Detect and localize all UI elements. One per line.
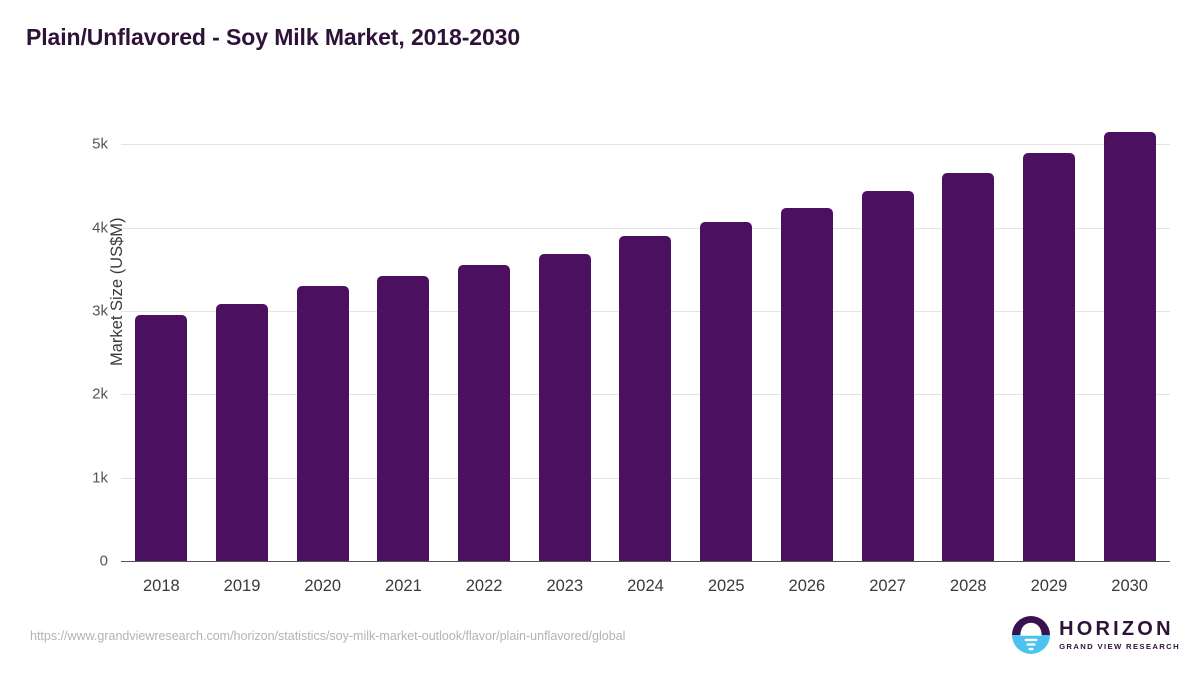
bar-2020[interactable] [296, 285, 349, 561]
bar-slot [847, 111, 928, 561]
bar-2022[interactable] [458, 264, 511, 561]
gridline [121, 144, 1170, 146]
axis-baseline [121, 561, 1170, 562]
y-axis-tick-label: 0 [99, 552, 108, 570]
x-axis-tick-label: 2027 [869, 577, 906, 595]
bar-slot [121, 111, 202, 561]
plot-area: Market Size (US$M) 0 1k 2k 3k 4k 5k 2018 2019 2… [92, 111, 1170, 595]
bar-2026[interactable] [780, 207, 833, 561]
bar-2030[interactable] [1103, 132, 1156, 561]
horizon-logo-icon [1012, 616, 1051, 654]
bar-slot [363, 111, 444, 561]
bar-slot [524, 111, 605, 561]
bar-2018[interactable] [135, 315, 188, 561]
y-axis-tick-label: 2k [92, 385, 108, 403]
y-axis-tick-label: 4k [92, 219, 108, 237]
y-axis-tick-label: 3k [92, 302, 108, 320]
bar-2027[interactable] [861, 190, 914, 561]
bar-2028[interactable] [942, 173, 995, 561]
x-axis-tick-label: 2022 [465, 577, 503, 595]
bar-2024[interactable] [619, 236, 672, 561]
logo-wordmark: HORIZON GRAND VIEW RESEARCH [1059, 619, 1180, 651]
x-axis-tick-label: 2026 [788, 577, 826, 595]
x-axis-tick-label: 2028 [949, 577, 987, 595]
bar-2019[interactable] [216, 303, 269, 561]
logo-word: HORIZON [1059, 618, 1174, 641]
horizon-logo: HORIZON GRAND VIEW RESEARCH [1012, 616, 1180, 654]
source-url[interactable]: https://www.grandviewresearch.com/horizo… [30, 629, 626, 643]
bar-slot [1089, 111, 1170, 561]
bar-2023[interactable] [538, 254, 591, 561]
x-axis-tick-label: 2023 [546, 577, 584, 595]
bar-slot [444, 111, 525, 561]
x-axis-tick-label: 2029 [1030, 577, 1068, 595]
page-title: Plain/Unflavored - Soy Milk Market, 2018… [26, 24, 521, 50]
x-axis-tick-label: 2025 [707, 577, 745, 595]
bar-slot [686, 111, 767, 561]
bar-slot [767, 111, 848, 561]
y-axis-tick-label: 5k [92, 135, 108, 153]
bar-series [121, 111, 1170, 561]
bar-slot [1009, 111, 1090, 561]
bar-slot [282, 111, 363, 561]
y-axis-tick-label: 1k [92, 469, 108, 487]
bar-2029[interactable] [1022, 153, 1075, 561]
bar-slot [605, 111, 686, 561]
x-axis-tick-label: 2019 [223, 577, 261, 595]
bar-slot [928, 111, 1009, 561]
bar-2021[interactable] [377, 276, 430, 561]
x-axis-tick-label: 2021 [385, 577, 422, 595]
bar-slot [202, 111, 283, 561]
x-axis-tick-label: 2024 [627, 577, 664, 595]
gridline [121, 227, 1170, 229]
x-axis-tick-label: 2030 [1111, 577, 1148, 595]
x-axis-tick-label: 2020 [304, 577, 342, 595]
x-axis-tick-label: 2018 [142, 577, 180, 595]
bar-2025[interactable] [700, 221, 753, 561]
logo-subtitle: GRAND VIEW RESEARCH [1059, 642, 1180, 652]
